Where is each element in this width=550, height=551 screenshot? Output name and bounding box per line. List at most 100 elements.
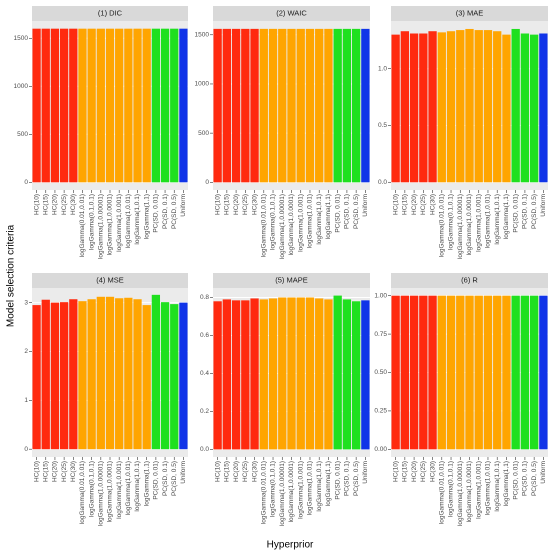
bar xyxy=(400,295,410,450)
x-tick-label: logGamma(1,0.0001) xyxy=(466,461,473,522)
x-tick-label: logGamma(0.1,0.1) xyxy=(270,194,277,250)
x-tick-label: Uniform xyxy=(362,194,369,217)
y-tick-label: 500 xyxy=(198,130,209,137)
bar xyxy=(324,28,333,183)
bar xyxy=(315,298,324,450)
bar xyxy=(493,295,502,450)
bar xyxy=(342,28,352,183)
bar xyxy=(296,297,305,450)
x-tick-label: logGamma(1,1) xyxy=(143,194,150,239)
bar xyxy=(213,301,222,450)
bar xyxy=(333,28,342,183)
strip xyxy=(32,273,188,288)
strip xyxy=(391,6,548,21)
x-tick-label: Uniform xyxy=(540,461,547,484)
x-tick-label: logGamma(0.01,0.01) xyxy=(261,461,268,524)
bar xyxy=(400,31,410,183)
x-tick-label: PC(SD, 0.1) xyxy=(344,461,351,496)
x-tick-label: logGamma(1,0.00001) xyxy=(457,461,464,526)
strip xyxy=(32,6,188,21)
x-tick-label: logGamma(0.01,0.01) xyxy=(439,194,446,257)
bar xyxy=(456,30,465,183)
bar xyxy=(437,32,446,183)
bar xyxy=(268,298,278,450)
bar xyxy=(529,34,539,183)
bar xyxy=(296,28,305,183)
bar xyxy=(170,304,179,450)
bar xyxy=(502,295,511,450)
x-tick-label: logGamma(1,0.00001) xyxy=(279,461,286,526)
x-tick-label: logGamma(1,0.0001) xyxy=(466,194,473,255)
bar xyxy=(69,299,78,450)
x-tick-label: logGamma(1,0.01) xyxy=(125,461,132,515)
bar xyxy=(342,299,352,450)
x-tick-label: logGamma(1,0.001) xyxy=(475,194,482,252)
x-tick-label: HC(30) xyxy=(70,461,77,482)
bar xyxy=(105,28,115,183)
x-tick-label: logGamma(0.1,0.1) xyxy=(270,461,277,517)
bar xyxy=(59,302,69,450)
bar xyxy=(465,28,474,183)
x-tick-label: logGamma(1,1) xyxy=(503,461,510,506)
x-tick-label: HC(30) xyxy=(251,461,258,482)
bar xyxy=(69,28,78,183)
x-tick-label: PC(SD, 0.1) xyxy=(162,194,169,229)
bar xyxy=(278,297,287,450)
y-tick-label: 0 xyxy=(24,446,28,453)
bar xyxy=(59,28,69,183)
bar xyxy=(133,28,142,183)
x-tick-label: logGamma(0.1,0.1) xyxy=(448,194,455,250)
x-tick-label: Uniform xyxy=(180,461,187,484)
x-tick-label: logGamma(1,0.1) xyxy=(134,194,141,245)
x-tick-label: HC(15) xyxy=(402,194,409,215)
bar xyxy=(241,300,250,450)
bar xyxy=(287,297,296,450)
x-tick-label: HC(20) xyxy=(52,461,59,482)
x-tick-label: PC(SD, 0.01) xyxy=(334,194,341,233)
bar xyxy=(278,28,287,183)
x-tick-label: HC(10) xyxy=(33,194,40,215)
x-tick-label: logGamma(0.01,0.01) xyxy=(79,194,86,257)
panel-title: (2) WAIC xyxy=(276,8,307,17)
bar xyxy=(250,298,259,450)
x-tick-label: HC(10) xyxy=(214,461,221,482)
x-tick-label: logGamma(0.1,0.1) xyxy=(88,461,95,517)
x-tick-label: HC(30) xyxy=(251,194,258,215)
bar xyxy=(361,300,370,450)
bar xyxy=(213,28,222,183)
bar xyxy=(465,295,474,450)
x-tick-label: logGamma(1,0.0001) xyxy=(107,461,114,522)
y-tick-label: 1500 xyxy=(195,31,210,38)
bar xyxy=(539,33,548,183)
bar xyxy=(231,28,241,183)
panel-title: (4) MSE xyxy=(96,275,124,284)
x-tick-label: Uniform xyxy=(362,461,369,484)
bar xyxy=(419,33,428,183)
y-axis-title: Model selection criteria xyxy=(6,224,17,327)
y-tick-label: 0.5 xyxy=(378,122,387,129)
x-tick-label: logGamma(1,0.00001) xyxy=(98,461,105,526)
bar xyxy=(483,30,493,183)
x-tick-label: PC(SD, 0.5) xyxy=(171,461,178,496)
bar xyxy=(170,28,179,183)
bar xyxy=(241,28,250,183)
bar xyxy=(115,298,124,450)
bar xyxy=(160,302,170,450)
bar xyxy=(41,28,50,183)
y-tick-label: 3 xyxy=(24,299,28,306)
y-tick-label: 0.4 xyxy=(200,370,209,377)
panel-title: (6) R xyxy=(461,275,478,284)
x-tick-label: PC(SD, 0.5) xyxy=(531,194,538,229)
bar xyxy=(474,30,483,183)
bar xyxy=(502,34,511,183)
x-tick-label: PC(SD, 0.5) xyxy=(353,461,360,496)
bar xyxy=(142,28,151,183)
bar xyxy=(361,28,370,183)
x-tick-label: HC(25) xyxy=(61,194,68,215)
bar xyxy=(222,28,232,183)
y-tick-label: 1.0 xyxy=(378,65,387,72)
panel-title: (3) MAE xyxy=(456,8,484,17)
x-tick-label: HC(25) xyxy=(61,461,68,482)
bar xyxy=(222,299,232,450)
x-tick-label: logGamma(1,0.0001) xyxy=(288,194,295,255)
